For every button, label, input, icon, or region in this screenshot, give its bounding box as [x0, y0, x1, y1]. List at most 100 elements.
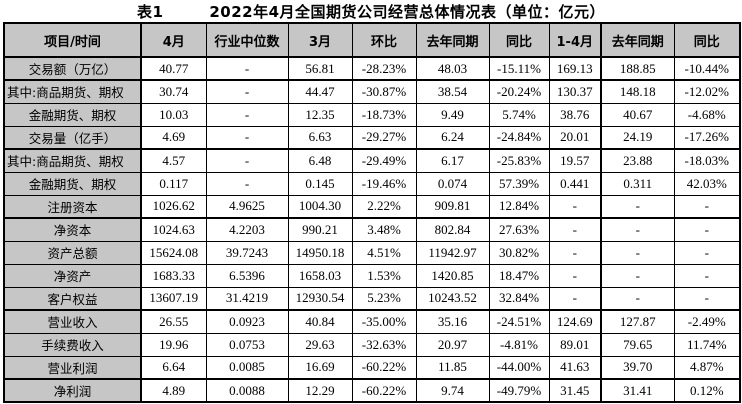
cell-value: 0.074 [415, 171, 490, 196]
cell-value: 169.13 [548, 56, 602, 81]
cell-value: 5.23% [351, 286, 417, 311]
cell-value: 1.53% [351, 263, 417, 288]
cell-value: 23.88 [600, 148, 675, 173]
cell-value: 990.21 [287, 217, 353, 242]
cell-value: - [548, 217, 602, 242]
cell-value: 30.74 [140, 79, 207, 104]
cell-value: 1420.85 [415, 263, 490, 288]
cell-value: 4.69 [140, 125, 207, 150]
row-label: 净利润 [3, 378, 142, 403]
column-header-mom: 环比 [351, 22, 417, 58]
row-label: 金融期货、期权 [3, 171, 142, 196]
table-title: 表1 2022年4月全国期货公司经营总体情况表（单位：亿元） [0, 0, 742, 22]
table-row: 客户权益 13607.19 31.4219 12930.54 5.23% 10243.52… [3, 286, 741, 311]
cell-value: - [600, 286, 675, 311]
cell-value: 40.67 [600, 102, 675, 127]
cell-value: 27.63% [488, 217, 550, 242]
cell-value: -4.68% [673, 102, 741, 127]
table-number: 表1 [136, 2, 164, 21]
cell-value: -29.49% [351, 148, 417, 173]
cell-value: -4.81% [488, 332, 550, 357]
cell-value: 1683.33 [140, 263, 207, 288]
cell-value: - [600, 240, 675, 265]
cell-value: -19.46% [351, 171, 417, 196]
cell-value: 4.51% [351, 240, 417, 265]
cell-value: 20.97 [415, 332, 490, 357]
cell-value: 39.7243 [205, 240, 289, 265]
cell-value: 56.81 [287, 56, 353, 81]
cell-value: - [205, 79, 289, 104]
table-row: 注册资本 1026.62 4.9625 1004.30 2.22% 909.81 12.84… [3, 194, 741, 219]
cell-value: - [673, 263, 741, 288]
cell-value: 2.22% [351, 194, 417, 219]
table-title-text: 2022年4月全国期货公司经营总体情况表（单位：亿元） [209, 2, 606, 21]
cell-value: 1004.30 [287, 194, 353, 219]
cell-value: 4.2203 [205, 217, 289, 242]
cell-value: 124.69 [548, 309, 602, 334]
cell-value: 0.0753 [205, 332, 289, 357]
cell-value: -30.87% [351, 79, 417, 104]
table-row: 净资本 1024.63 4.2203 990.21 3.48% 802.84 27.63% -… [3, 217, 741, 242]
column-header-march: 3月 [287, 22, 353, 58]
row-label: 资产总额 [3, 240, 142, 265]
cell-value: -2.49% [673, 309, 741, 334]
cell-value: - [548, 194, 602, 219]
cell-value: -25.83% [488, 148, 550, 173]
cell-value: 29.63 [287, 332, 353, 357]
cell-value: - [205, 125, 289, 150]
cell-value: - [205, 171, 289, 196]
cell-value: - [673, 240, 741, 265]
cell-value: 12.35 [287, 102, 353, 127]
cell-value: - [205, 148, 289, 173]
cell-value: - [548, 263, 602, 288]
table-row: 交易额（万亿） 40.77-56.81 -28.23% 48.03 -15.11% 169… [3, 56, 741, 81]
column-header-yoy: 同比 [488, 22, 550, 58]
table-row: 净利润 4.89 0.0088 12.29 -60.22% 9.74 -49.79% 31.4… [3, 378, 741, 403]
table-row: 营业利润 6.64 0.0085 16.69 -60.22% 11.85 -44.00% 41… [3, 355, 741, 380]
table-row: 资产总额 15624.08 39.7243 14950.18 4.51% 11942.97… [3, 240, 741, 265]
cell-value: 13607.19 [140, 286, 207, 311]
cell-value: 0.0085 [205, 355, 289, 380]
cell-value: 802.84 [415, 217, 490, 242]
cell-value: 1658.03 [287, 263, 353, 288]
table-row: 手续费收入 19.96 0.0753 29.63 -32.63% 20.97 -4.81% 8… [3, 332, 741, 357]
cell-value: 39.70 [600, 355, 675, 380]
cell-value: -32.63% [351, 332, 417, 357]
cell-value: - [548, 240, 602, 265]
cell-value: 31.45 [548, 378, 602, 403]
cell-value: 48.03 [415, 56, 490, 81]
cell-value: 30.82% [488, 240, 550, 265]
cell-value: 0.311 [600, 171, 675, 196]
table-row: 交易量（亿手） 4.69-6.63 -29.27% 6.24 -24.84% 20.01 2… [3, 125, 741, 150]
table-row: 净资产 1683.33 6.5396 1658.03 1.53% 1420.85 18.47… [3, 263, 741, 288]
cell-value: 6.48 [287, 148, 353, 173]
cell-value: -12.02% [673, 79, 741, 104]
cell-value: 89.01 [548, 332, 602, 357]
cell-value: - [600, 194, 675, 219]
cell-value: 4.9625 [205, 194, 289, 219]
cell-value: 130.37 [548, 79, 602, 104]
row-label: 营业收入 [3, 309, 142, 334]
cell-value: 16.69 [287, 355, 353, 380]
column-header-last-year: 去年同期 [415, 22, 490, 58]
cell-value: -18.03% [673, 148, 741, 173]
cell-value: 0.12% [673, 378, 741, 403]
row-label: 净资产 [3, 263, 142, 288]
cell-value: -60.22% [351, 355, 417, 380]
cell-value: - [673, 217, 741, 242]
cell-value: 9.49 [415, 102, 490, 127]
cell-value: 4.89 [140, 378, 207, 403]
column-header-median: 行业中位数 [205, 22, 289, 58]
row-label: 手续费收入 [3, 332, 142, 357]
header-row: 项目/时间 4月 行业中位数 3月 环比 去年同期 同比 1-4月 去年同期 同… [3, 22, 741, 58]
cell-value: 26.55 [140, 309, 207, 334]
column-header-jan-apr: 1-4月 [548, 22, 602, 58]
cell-value: -24.84% [488, 125, 550, 150]
cell-value: -17.26% [673, 125, 741, 150]
cell-value: 19.57 [548, 148, 602, 173]
cell-value: 57.39% [488, 171, 550, 196]
cell-value: 10.03 [140, 102, 207, 127]
cell-value: 40.84 [287, 309, 353, 334]
cell-value: 38.54 [415, 79, 490, 104]
